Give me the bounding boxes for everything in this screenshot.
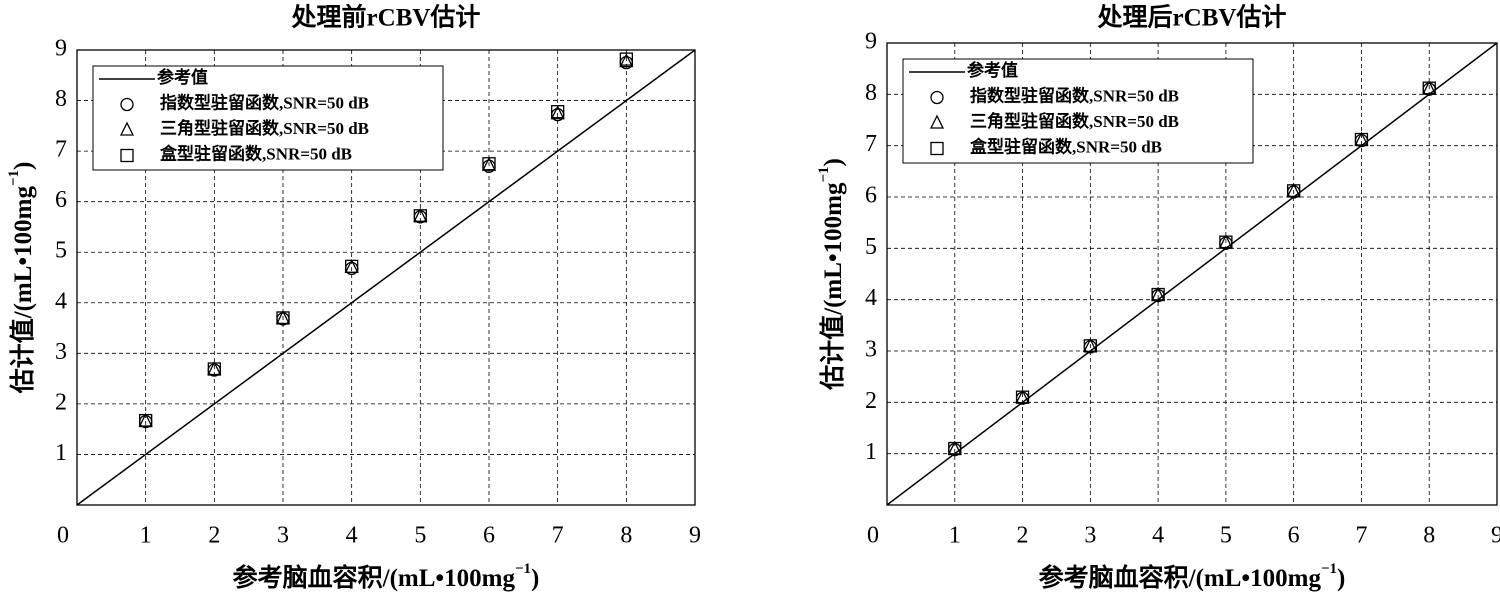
marker-triangle [929, 114, 945, 129]
marker-square [120, 148, 134, 163]
x-tick-label: 3 [277, 523, 289, 549]
x-tick-label: 4 [346, 523, 358, 549]
x-axis-label-text: 参考脑血容积/(mL•100mg [233, 563, 516, 592]
y-tick-label: 4 [865, 285, 877, 311]
marker-square [482, 157, 496, 171]
marker-square [1083, 339, 1097, 353]
x-tick-label: 6 [1288, 523, 1300, 549]
y-tick-label: 6 [865, 183, 877, 209]
y-axis-label: 估计值/(mL•100mg−1) [816, 158, 846, 391]
axes-box [886, 42, 1498, 506]
y-tick-label: 2 [865, 388, 877, 414]
marker-square [551, 105, 565, 119]
x-tick-label: 4 [1152, 523, 1164, 549]
marker-square [1151, 287, 1165, 302]
chart: 0 1 2 3 4 5 6 7 8 9 1 2 3 4 5 6 7 8 9 处理前rCBV估计参考脑血容积/(mL•1… [6, 3, 701, 592]
y-axis-label-sup: −1 [6, 170, 22, 186]
x-tick-label: 8 [1423, 523, 1435, 549]
legend-label: 参考值 [967, 60, 1018, 80]
x-axis-label: 参考脑血容积/(mL•100mg−1) [233, 561, 540, 591]
x-axis-label-sup: −1 [515, 561, 531, 577]
marker-triangle [119, 121, 135, 136]
x-tick-label: 3 [1084, 523, 1096, 549]
chart-title: 处理前rCBV估计 [291, 3, 481, 32]
y-axis-label-text: 估计值/(mL•100mg [819, 182, 847, 391]
legend-box [92, 65, 444, 171]
chart-title: 处理后rCBV估计 [1097, 4, 1287, 32]
y-tick-label: 6 [55, 187, 67, 213]
legend-label: 指数型驻留函数,SNR=50 dB [160, 92, 369, 112]
y-tick-label: 8 [865, 80, 877, 106]
x-axis-label-text: 参考脑血容积/(mL•100mg [1039, 563, 1322, 592]
x-tick-label: 1 [140, 523, 152, 549]
x-tick-label: 5 [1220, 523, 1232, 549]
marker-square [1015, 390, 1030, 404]
y-tick-label: 1 [865, 439, 877, 465]
x-tick-label: 0 [57, 523, 69, 549]
marker-square [1219, 235, 1233, 249]
legend-label: 指数型驻留函数,SNR=50 dB [970, 85, 1179, 105]
marker-square [413, 209, 427, 223]
marker-square [207, 362, 221, 376]
marker-circle [120, 97, 134, 112]
chart: 0 1 2 3 4 5 6 7 8 9 1 2 3 4 5 6 7 8 9 处理后rCBV估计参考脑血容积/(mL•1… [816, 4, 1500, 592]
y-tick-label: 8 [55, 86, 67, 112]
x-axis-label-suffix: ) [531, 565, 539, 592]
x-tick-label: 7 [1355, 523, 1367, 549]
x-tick-label: 7 [552, 523, 564, 549]
legend-label: 三角型驻留函数,SNR=50 dB [160, 118, 369, 138]
y-tick-label: 5 [55, 238, 67, 264]
marker-square [619, 52, 633, 66]
x-tick-label: 2 [1017, 523, 1029, 549]
x-tick-label: 2 [208, 523, 220, 549]
marker-triangle [619, 53, 634, 68]
x-tick-label: 1 [949, 523, 961, 549]
y-axis-label-sup: −1 [816, 166, 832, 182]
y-axis-label-text: 估计值/(mL•100mg [9, 186, 37, 395]
x-tick-label: 9 [1491, 523, 1500, 549]
x-axis-label: 参考脑血容积/(mL•100mg−1) [1039, 561, 1346, 591]
marker-square [139, 413, 153, 428]
y-tick-label: 3 [55, 339, 67, 365]
legend-box [902, 58, 1254, 164]
y-tick-label: 7 [865, 131, 877, 157]
y-tick-label: 7 [55, 137, 67, 163]
marker-square [345, 259, 359, 274]
marker-square [930, 141, 944, 156]
y-axis-label: 估计值/(mL•100mg−1) [6, 162, 36, 395]
legend-label: 盒型驻留函数,SNR=50 dB [159, 143, 352, 163]
x-tick-label: 9 [689, 523, 701, 549]
y-tick-label: 9 [55, 36, 67, 62]
reference-line [76, 49, 696, 506]
y-tick-label: 5 [865, 234, 877, 260]
x-tick-label: 5 [414, 523, 426, 549]
x-tick-label: 0 [867, 523, 879, 549]
x-tick-label: 8 [620, 523, 632, 549]
axes-box [76, 49, 696, 506]
legend-label: 三角型驻留函数,SNR=50 dB [970, 111, 1179, 131]
y-tick-label: 9 [865, 29, 877, 55]
x-axis-label-suffix: ) [1337, 565, 1345, 592]
marker-square [1354, 132, 1369, 147]
y-axis-label-suffix: ) [10, 162, 37, 170]
y-tick-label: 1 [55, 440, 67, 466]
marker-triangle [550, 105, 565, 120]
reference-line [886, 42, 1498, 506]
y-tick-label: 3 [865, 337, 877, 363]
marker-square [1287, 184, 1301, 198]
marker-circle [930, 90, 944, 105]
x-axis-label-sup: −1 [1321, 561, 1337, 577]
x-tick-label: 6 [483, 523, 495, 549]
legend-label: 参考值 [157, 67, 208, 87]
y-axis-label-suffix: ) [820, 158, 847, 166]
marker-square [1422, 81, 1436, 95]
legend-label: 盒型驻留函数,SNR=50 dB [969, 136, 1162, 156]
marker-square [948, 441, 962, 456]
y-tick-label: 2 [55, 389, 67, 415]
marker-square [276, 311, 290, 325]
y-tick-label: 4 [55, 288, 67, 314]
